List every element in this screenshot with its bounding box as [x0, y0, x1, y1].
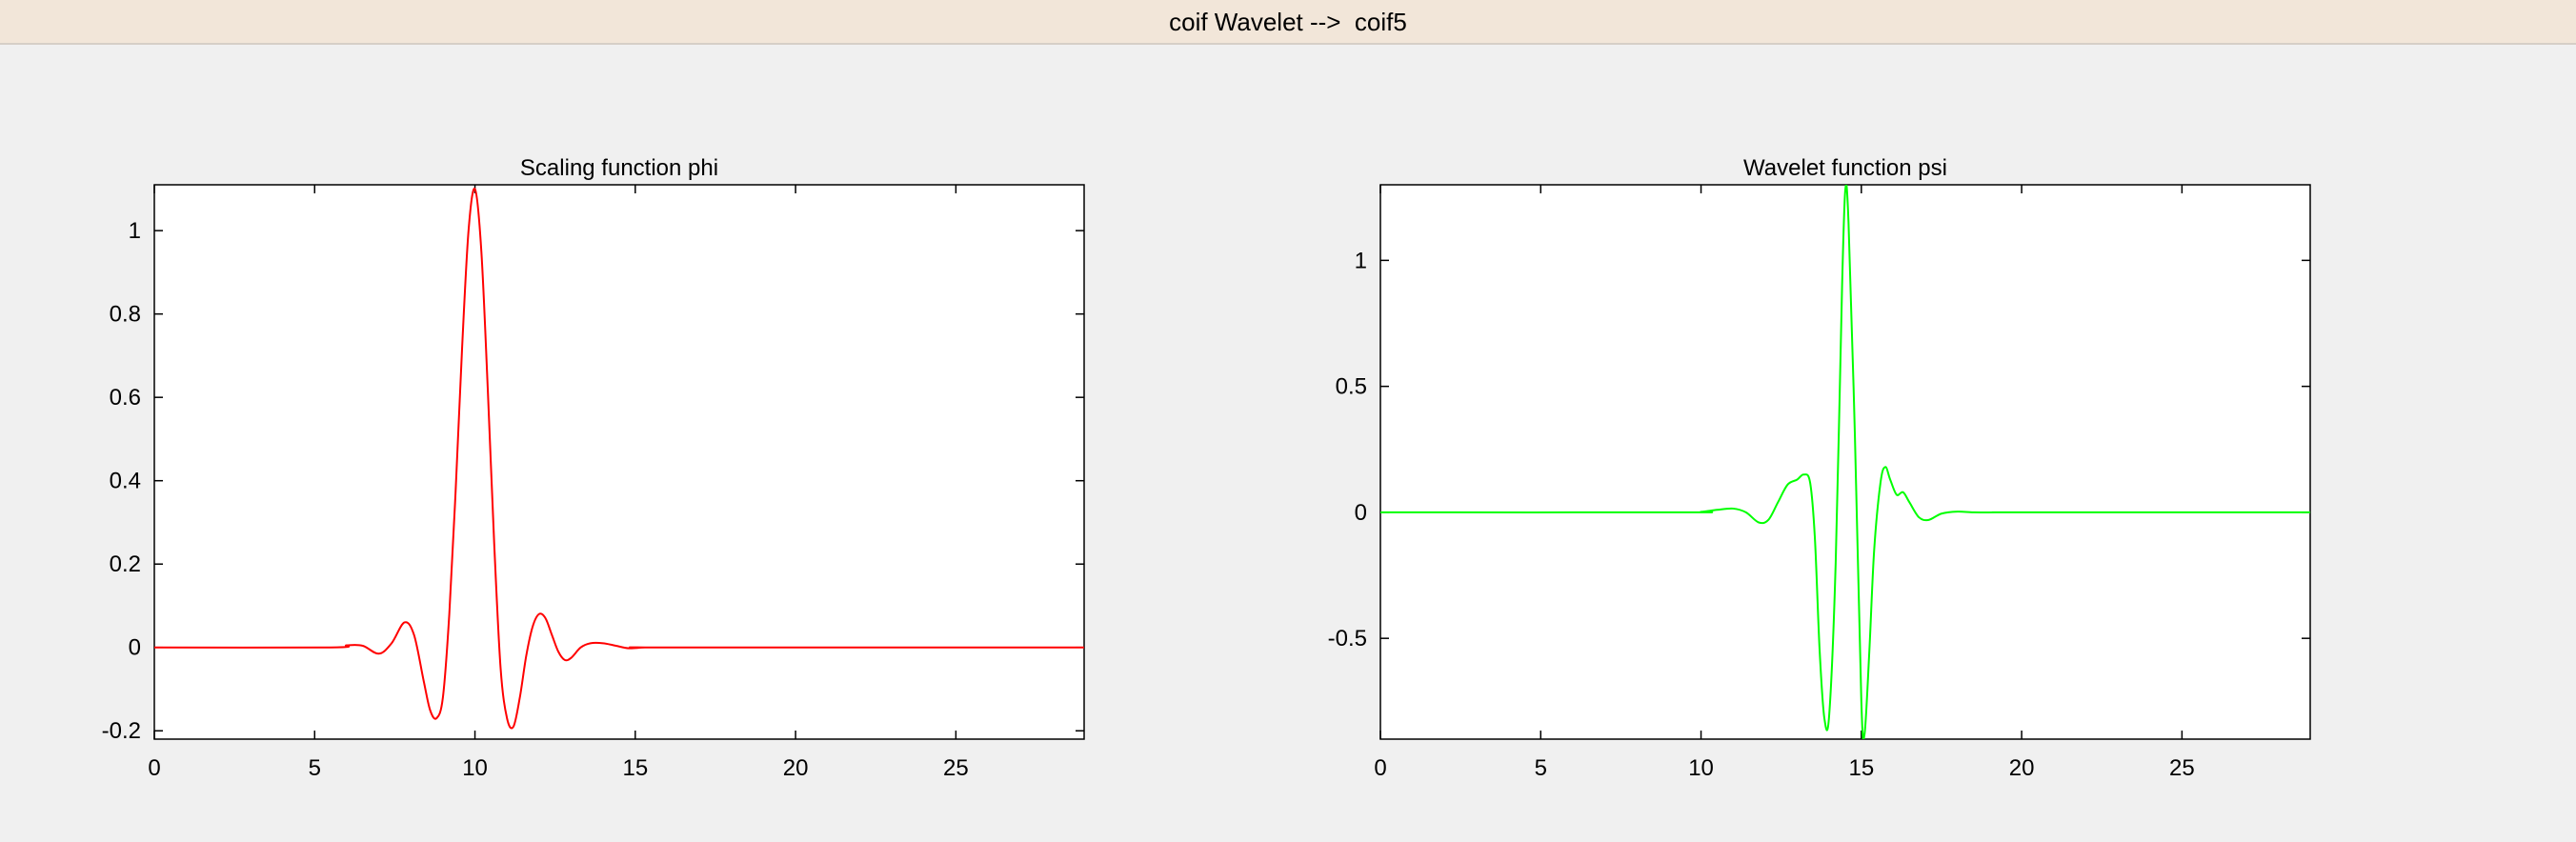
- phi-x-tick-label: 10: [462, 755, 488, 781]
- window-titlebar: coif Wavelet --> coif5: [0, 0, 2576, 45]
- psi-x-tick-label: 10: [1688, 755, 1714, 781]
- psi-y-tick-label: 1: [1355, 248, 1367, 273]
- phi-y-tick-label: 0.6: [110, 385, 141, 411]
- window-title: coif Wavelet --> coif5: [1169, 8, 1407, 36]
- phi-x-tick-label: 5: [309, 755, 321, 781]
- phi-title: Scaling function phi: [520, 155, 718, 181]
- psi-title: Wavelet function psi: [1743, 155, 1947, 181]
- psi-series-line: [1380, 185, 2310, 739]
- psi-x-tick-label: 15: [1848, 755, 1874, 781]
- psi-x-tick-label: 0: [1374, 755, 1386, 781]
- phi-x-tick-label: 25: [943, 755, 969, 781]
- phi-y-tick-label: 0.2: [110, 551, 141, 577]
- phi-axes: 0 5 10 15 20 25 -0.2 0 0.2 0.4 0.6 0.8 1 Scaling func…: [102, 155, 1085, 781]
- psi-y-tick-label: -0.5: [1328, 626, 1367, 652]
- phi-y-tick-label: -0.2: [102, 718, 141, 744]
- phi-plot-area: [153, 184, 1085, 740]
- phi-x-tick-label: 20: [783, 755, 809, 781]
- psi-y-tick-label: 0.5: [1336, 374, 1367, 400]
- phi-x-tick-label: 0: [148, 755, 160, 781]
- phi-y-tick-label: 0.8: [110, 302, 141, 328]
- phi-x-tick-label: 15: [622, 755, 648, 781]
- psi-x-tick-label: 20: [2009, 755, 2035, 781]
- psi-x-tick-label: 25: [2169, 755, 2195, 781]
- psi-x-tick-label: 5: [1535, 755, 1547, 781]
- phi-y-tick-label: 0: [129, 635, 141, 661]
- psi-axes: 0 5 10 15 20 25 -0.5 0 0.5 1 Wavelet function psi: [1328, 155, 2311, 781]
- phi-y-tick-label: 1: [129, 218, 141, 244]
- phi-y-tick-label: 0.4: [110, 469, 141, 494]
- phi-series-line: [154, 188, 1084, 730]
- psi-plot-area: [1379, 184, 2311, 740]
- psi-y-tick-label: 0: [1355, 500, 1367, 526]
